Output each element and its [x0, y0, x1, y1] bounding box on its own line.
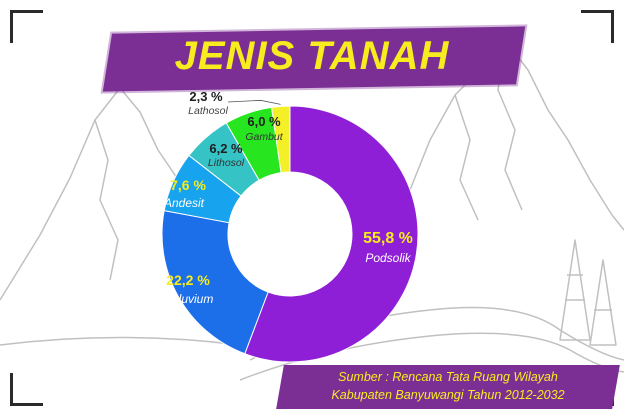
data-label-gambut: 6,0 %: [247, 114, 281, 129]
data-label-andesit: 7,6 %: [170, 177, 206, 193]
mountain-left-ridge: [94, 119, 119, 281]
source-line-2: Kabupaten Banyuwangi Tahun 2012-2032: [331, 388, 565, 402]
category-label-lathosol: Lathosol: [188, 105, 228, 117]
pine-tree-2: [589, 259, 617, 346]
frame-corner-bottom-left: [10, 373, 43, 406]
data-label-podsolik: 55,8 %: [363, 230, 413, 247]
chart-labels: 55,8 % Podsolik 22,2 % Aluvium 7,6 % Andesit 6…: [163, 89, 413, 306]
category-label-gambut: Gambut: [245, 131, 283, 143]
leader-line-lathosol: [227, 99, 281, 105]
slice-lathosol: [271, 105, 291, 174]
frame-corner-top-left: [10, 10, 43, 43]
mountain-right-ridge-2: [454, 94, 479, 221]
donut-chart: [161, 105, 419, 363]
chart-title: JENIS TANAH: [174, 34, 450, 78]
data-label-lathosol: 2,3 %: [189, 89, 223, 104]
ground-line: [0, 336, 241, 346]
category-label-aluvium: Aluvium: [170, 292, 214, 306]
category-label-lithosol: Lithosol: [208, 157, 245, 169]
data-label-aluvium: 22,2 %: [166, 272, 210, 288]
pine-tree-1: [559, 239, 591, 341]
slice-aluvium: [161, 210, 269, 355]
category-label-andesit: Andesit: [163, 196, 205, 210]
data-label-lithosol: 6,2 %: [209, 141, 243, 156]
frame-corner-top-right: [581, 10, 614, 43]
source-line-1: Sumber : Rencana Tata Ruang Wilayah: [338, 370, 558, 384]
slice-podsolik: [244, 105, 419, 363]
category-label-podsolik: Podsolik: [365, 251, 411, 265]
